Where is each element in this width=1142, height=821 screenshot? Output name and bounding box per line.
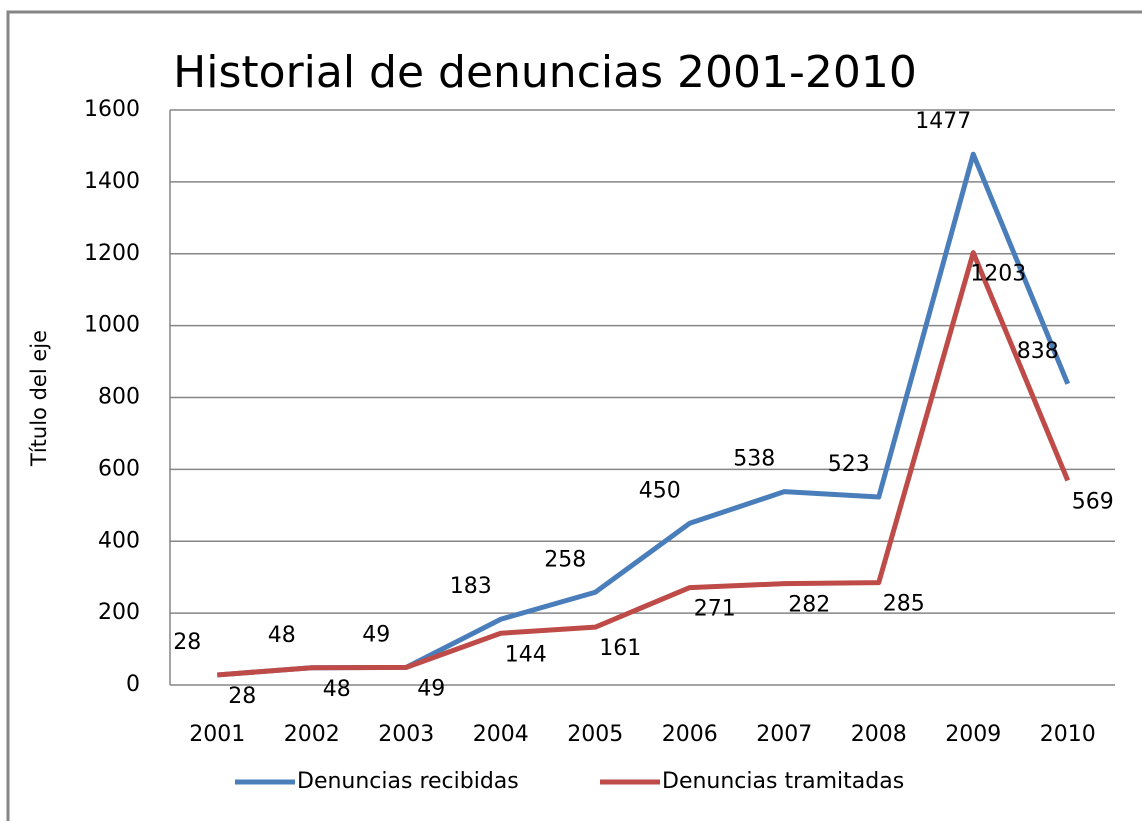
data-label: 838	[1017, 339, 1059, 364]
data-label: 48	[268, 623, 296, 648]
x-tick-label: 2002	[284, 722, 340, 747]
y-tick-label: 1000	[84, 313, 140, 338]
chart-title: Historial de denuncias 2001-2010	[173, 47, 917, 98]
data-label: 569	[1072, 490, 1114, 515]
y-tick-label: 1400	[84, 169, 140, 194]
y-tick-label: 600	[98, 456, 140, 481]
data-label: 1477	[915, 109, 971, 134]
x-tick-label: 2005	[567, 722, 623, 747]
data-label: 258	[544, 547, 586, 572]
chart-frame	[6, 10, 1142, 821]
data-label: 28	[228, 684, 256, 709]
legend-label: Denuncias tramitadas	[662, 769, 904, 794]
data-label: 282	[788, 593, 830, 618]
x-tick-label: 2001	[189, 722, 245, 747]
y-tick-label: 1600	[84, 97, 140, 122]
y-tick-label: 200	[98, 600, 140, 625]
data-label: 183	[450, 574, 492, 599]
y-axis-title: Título del eje	[27, 330, 51, 467]
x-tick-label: 2010	[1040, 722, 1096, 747]
data-label: 28	[173, 630, 201, 655]
x-tick-label: 2006	[662, 722, 718, 747]
y-tick-label: 800	[98, 385, 140, 410]
legend-label: Denuncias recibidas	[297, 769, 519, 794]
x-tick-label: 2004	[473, 722, 529, 747]
data-label: 538	[733, 447, 775, 472]
y-tick-label: 0	[126, 672, 140, 697]
data-label: 1203	[970, 262, 1026, 287]
y-tick-label: 1200	[84, 241, 140, 266]
x-tick-label: 2009	[945, 722, 1001, 747]
data-label: 285	[883, 592, 925, 617]
data-label: 450	[639, 478, 681, 503]
y-tick-label: 400	[98, 528, 140, 553]
x-tick-label: 2007	[756, 722, 812, 747]
x-tick-label: 2003	[378, 722, 434, 747]
data-label: 144	[505, 642, 547, 667]
series-line	[217, 250, 1071, 678]
data-label: 271	[694, 597, 736, 622]
data-label: 48	[323, 677, 351, 702]
data-label: 523	[828, 452, 870, 477]
data-label: 49	[362, 622, 390, 647]
x-tick-label: 2008	[851, 722, 907, 747]
data-label: 161	[599, 636, 641, 661]
data-label: 49	[417, 676, 445, 701]
